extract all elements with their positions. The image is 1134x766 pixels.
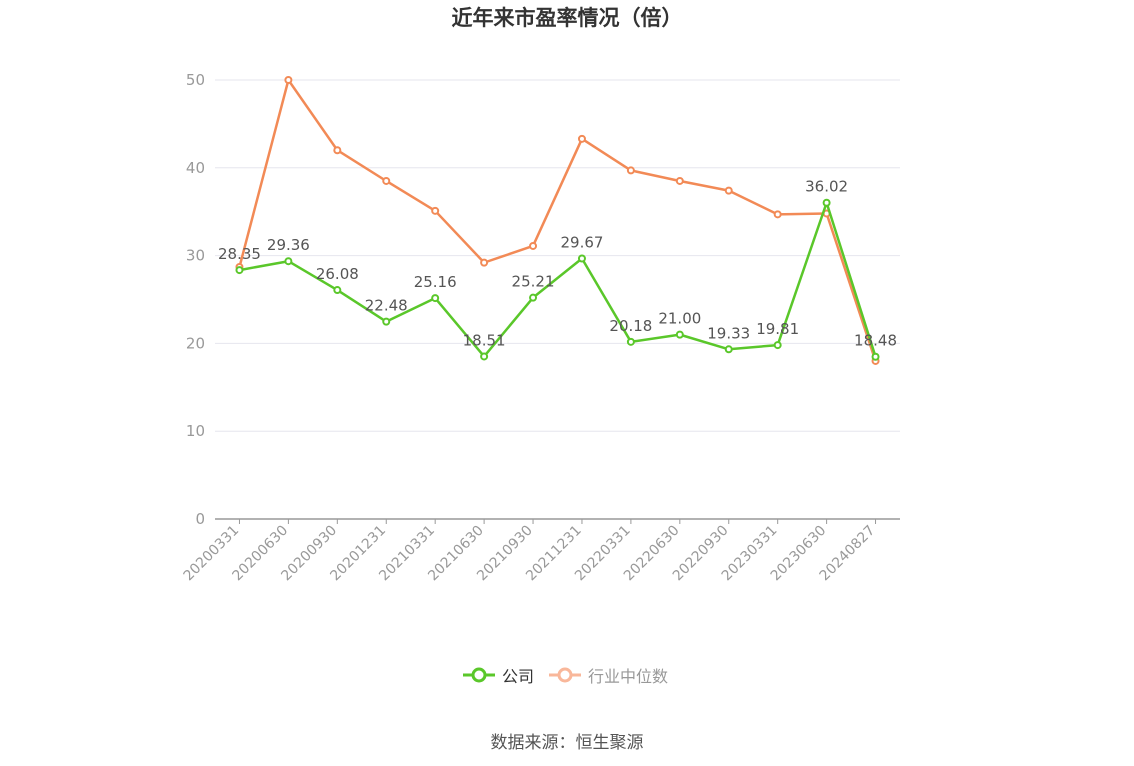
y-tick-label: 20 [186, 334, 205, 352]
industry-series-point [577, 134, 586, 143]
legend-item-industry[interactable]: 行业中位数 [548, 663, 668, 687]
legend-company-label: 公司 [502, 667, 535, 686]
data-label: 19.81 [756, 320, 799, 338]
data-label: 25.21 [512, 273, 555, 291]
legend-item-company[interactable]: 公司 [462, 663, 534, 687]
data-label: 25.16 [414, 273, 457, 291]
y-tick-label: 40 [186, 159, 205, 177]
company-series-point [626, 337, 635, 346]
data-label: 21.00 [658, 310, 701, 328]
company-series-point [773, 341, 782, 350]
company-series-point [822, 198, 831, 207]
data-label: 28.35 [218, 245, 261, 263]
industry-series-point [333, 146, 342, 155]
industry-series-point [284, 76, 293, 84]
industry-series-point [480, 258, 489, 267]
y-tick-label: 50 [186, 71, 205, 89]
data-label: 18.48 [854, 332, 897, 350]
data-label: 18.51 [463, 331, 506, 349]
industry-series-point [626, 166, 635, 175]
company-series-point [480, 352, 489, 361]
industry-series-point [529, 241, 538, 250]
industry-series-point [431, 206, 440, 215]
data-label: 22.48 [365, 297, 408, 315]
company-series-point [577, 254, 586, 263]
company-series-point [284, 257, 293, 266]
industry-series-line [238, 78, 877, 362]
y-tick-label: 10 [186, 422, 205, 440]
company-series-point [529, 293, 538, 302]
company-series-point [333, 286, 342, 295]
legend: 公司 行业中位数 [462, 663, 682, 687]
legend-company-icon [463, 667, 495, 683]
industry-series-point [724, 186, 733, 195]
data-label: 29.36 [267, 236, 310, 254]
legend-industry-label: 行业中位数 [588, 667, 669, 686]
company-series-point [724, 345, 733, 354]
data-labels: 28.35 29.36 26.08 22.48 25.16 18.51 25.21 29.67… [218, 178, 897, 350]
industry-series-point [675, 176, 684, 185]
y-tick-label: 30 [186, 247, 205, 265]
company-series-point [675, 330, 684, 339]
company-series-point [235, 266, 244, 275]
y-tick-label: 0 [195, 510, 205, 528]
data-label: 19.33 [707, 324, 750, 342]
data-label: 29.67 [560, 233, 603, 251]
company-series-point [431, 294, 440, 303]
legend-industry-icon [549, 667, 582, 683]
data-label: 26.08 [316, 265, 359, 283]
chart-title: 近年来市盈率情况（倍） [451, 6, 683, 30]
industry-series-point [382, 176, 391, 185]
company-series-line [239, 201, 877, 358]
company-series-point [871, 352, 880, 361]
company-series-point [382, 317, 391, 326]
source-note: 数据来源：恒生聚源 [490, 733, 644, 753]
industry-series-point [773, 210, 782, 219]
data-label: 36.02 [805, 178, 848, 196]
series-layer [235, 76, 880, 365]
grid-lines [215, 79, 900, 432]
data-label: 20.18 [609, 317, 652, 335]
